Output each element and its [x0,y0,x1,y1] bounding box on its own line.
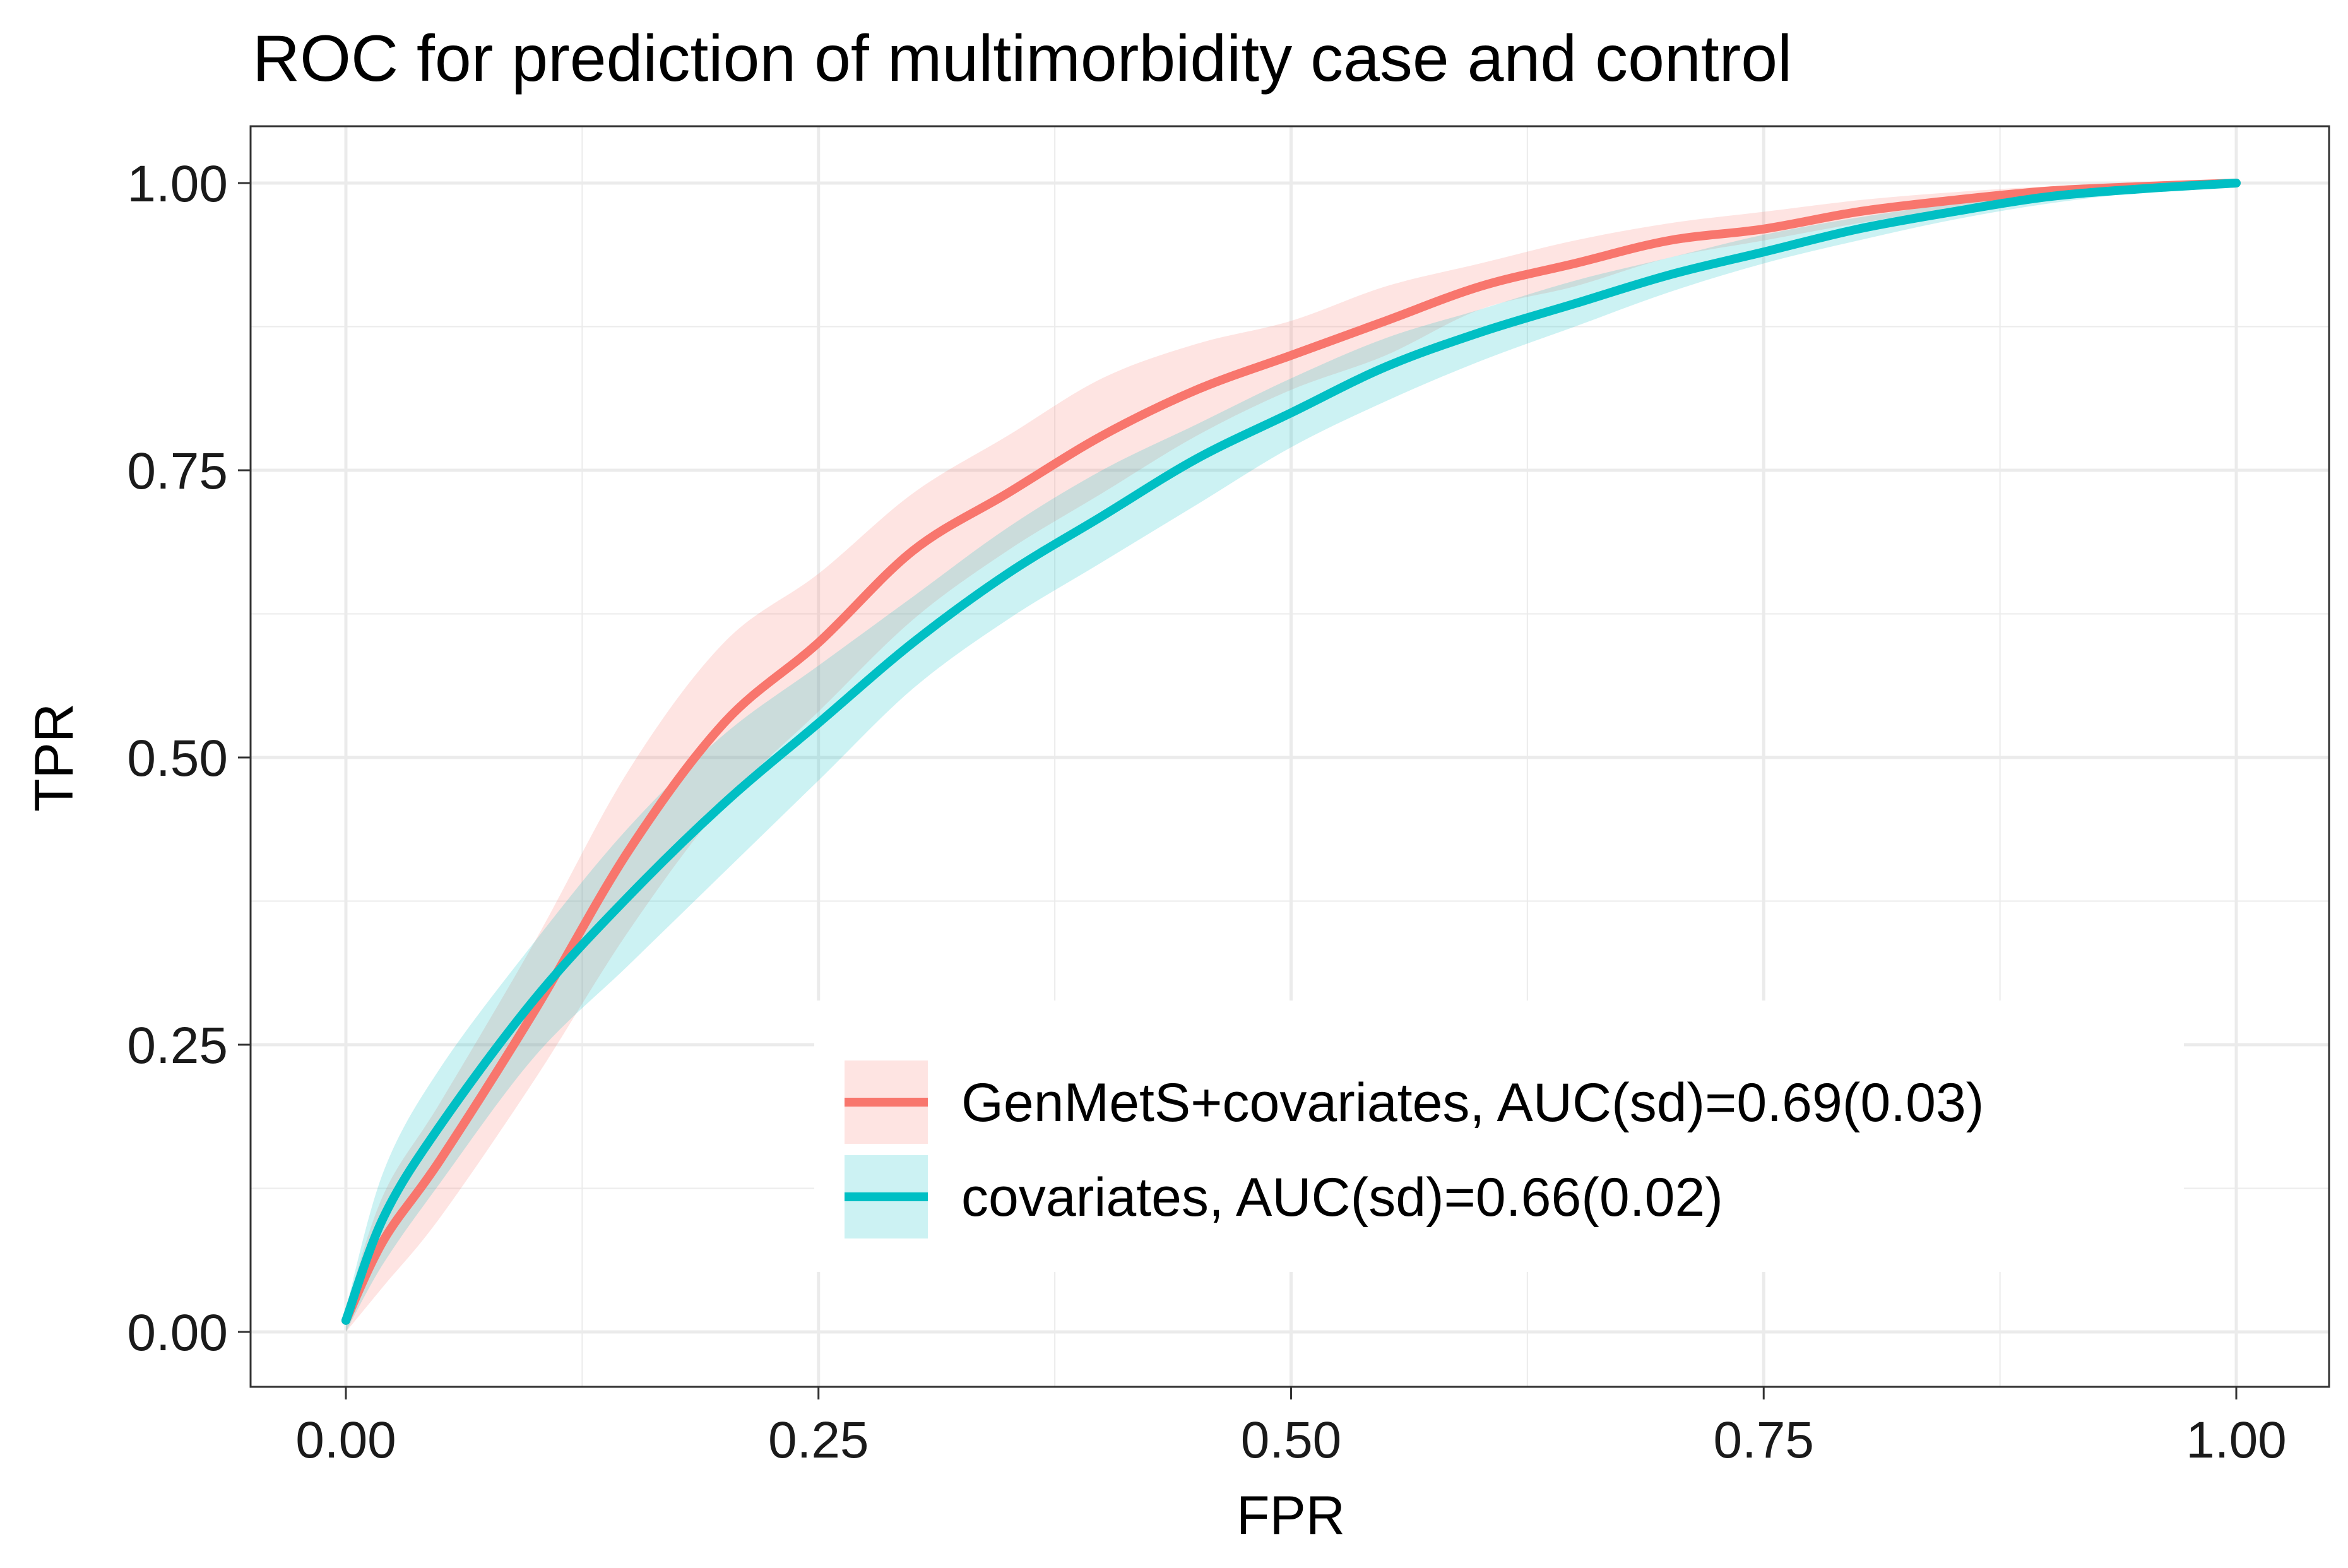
chart-title: ROC for prediction of multimorbidity cas… [252,22,1792,95]
y-tick-label: 0.75 [127,442,228,500]
y-tick-label: 0.25 [127,1017,228,1074]
x-axis-label: FPR [1236,1485,1345,1546]
y-axis-label: TPR [24,703,85,812]
roc-line-genmets [341,179,2241,1325]
y-axis-ticks: 0.00 0.25 0.50 0.75 1.00 [127,155,251,1362]
y-tick-label: 0.50 [127,730,228,787]
x-tick-label: 1.00 [2186,1411,2287,1469]
x-axis-ticks: 0.00 0.25 0.50 0.75 1.00 [295,1387,2287,1469]
legend: GenMetS+covariates, AUC(sd)=0.69(0.03) c… [814,1001,2184,1272]
x-tick-label: 0.25 [768,1411,869,1469]
y-tick-label: 1.00 [127,155,228,213]
ribbon-genmets [346,183,2236,1332]
x-tick-label: 0.50 [1241,1411,1342,1469]
roc-lines [341,179,2241,1325]
legend-background [814,1001,2184,1272]
legend-item-covariates: covariates, AUC(sd)=0.66(0.02) [845,1155,1723,1238]
x-tick-label: 0.00 [295,1411,396,1469]
legend-item-genmets: GenMetS+covariates, AUC(sd)=0.69(0.03) [845,1060,1984,1144]
legend-label-covariates: covariates, AUC(sd)=0.66(0.02) [961,1167,1723,1228]
roc-line-covariates [341,179,2241,1325]
y-tick-label: 0.00 [127,1304,228,1362]
x-tick-label: 0.75 [1713,1411,1814,1469]
legend-label-genmets: GenMetS+covariates, AUC(sd)=0.69(0.03) [961,1072,1984,1133]
